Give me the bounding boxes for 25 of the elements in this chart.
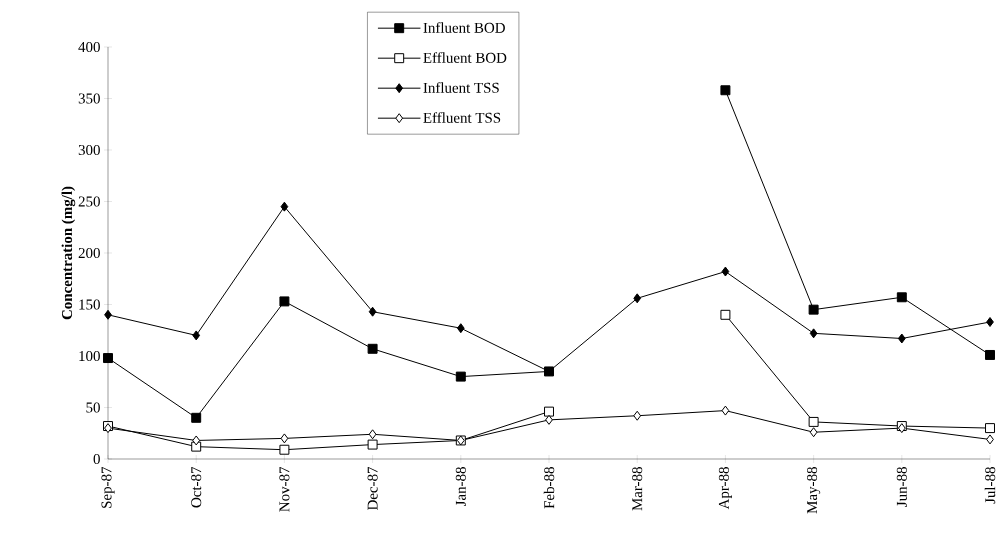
x-tick-label: May-88 xyxy=(807,467,821,514)
x-tick-label: Jun-88 xyxy=(896,467,907,507)
y-axis-title: Concentration (mg/l) xyxy=(61,186,76,320)
y-tick-label: 150 xyxy=(79,299,100,310)
x-tick-label: Dec-87 xyxy=(367,466,378,511)
legend-label: Influent TSS xyxy=(423,82,499,93)
x-tick-label: Feb-88 xyxy=(543,467,555,509)
y-tick-label: 100 xyxy=(79,350,100,362)
y-tick-label: 0 xyxy=(93,453,100,465)
y-tick-label: 350 xyxy=(78,93,100,104)
x-tick-label: Nov-87 xyxy=(279,466,290,512)
x-tick-label: Sep-87 xyxy=(101,466,115,508)
y-tick-label: 250 xyxy=(78,196,100,207)
y-tick-label: 400 xyxy=(78,41,100,53)
x-tick-label: Oct-87 xyxy=(191,466,202,508)
legend-label: Effluent TSS xyxy=(423,112,501,123)
x-tick-label: Jan-88 xyxy=(455,467,466,507)
x-tick-label: Apr-88 xyxy=(718,467,732,510)
y-tick-label: 200 xyxy=(78,247,100,259)
y-tick-label: 300 xyxy=(78,144,100,156)
y-tick-label: 50 xyxy=(86,402,100,413)
x-tick-label: Mar-88 xyxy=(632,467,643,511)
x-tick-label: Jul-88 xyxy=(984,467,996,504)
legend-label: Influent BOD xyxy=(423,22,505,33)
legend-label: Effluent BOD xyxy=(423,52,507,63)
